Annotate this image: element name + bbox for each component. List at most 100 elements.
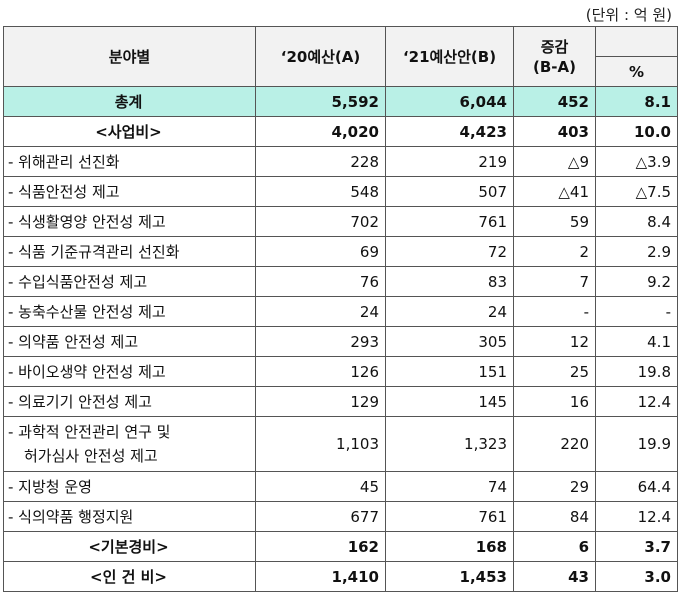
cell-budget-2020: 76 <box>255 266 386 297</box>
cell-budget-2021: 151 <box>385 356 514 387</box>
row-label-line1: - 과학적 안전관리 연구 및 <box>8 423 171 441</box>
header-budget-2020: ‘20예산(A) <box>255 26 386 87</box>
header-change-bottom: (B-A) <box>533 57 576 76</box>
cell-change: 84 <box>513 501 596 532</box>
cell-change: 59 <box>513 206 596 237</box>
cell-percent: 19.9 <box>595 416 678 472</box>
cell-budget-2021: 507 <box>385 176 514 207</box>
table-row: - 의약품 안전성 제고 293 305 12 4.1 <box>3 326 678 357</box>
cell-budget-2020: 677 <box>255 501 386 532</box>
row-label: <기본경비> <box>3 531 256 562</box>
row-label: - 농축수산물 안전성 제고 <box>3 296 256 327</box>
table-row: - 과학적 안전관리 연구 및 허가심사 안전성 제고 1,103 1,323 … <box>3 416 678 472</box>
cell-budget-2021: 4,423 <box>385 116 514 147</box>
cell-budget-2021: 1,323 <box>385 416 514 472</box>
cell-change: 16 <box>513 386 596 417</box>
row-label: 총계 <box>3 86 256 117</box>
cell-budget-2020: 129 <box>255 386 386 417</box>
table-row: 총계 5,592 6,044 452 8.1 <box>3 86 678 117</box>
cell-percent: 19.8 <box>595 356 678 387</box>
table-row: - 위해관리 선진화 228 219 △9 △3.9 <box>3 146 678 177</box>
cell-budget-2020: 702 <box>255 206 386 237</box>
cell-budget-2021: 305 <box>385 326 514 357</box>
cell-change: 25 <box>513 356 596 387</box>
table-row: - 식품안전성 제고 548 507 △41 △7.5 <box>3 176 678 207</box>
row-label: - 식품안전성 제고 <box>3 176 256 207</box>
table-row: <사업비> 4,020 4,423 403 10.0 <box>3 116 678 147</box>
header-budget-2021: ‘21예산안(B) <box>385 26 514 87</box>
row-label: <인 건 비> <box>3 561 256 592</box>
cell-budget-2021: 761 <box>385 206 514 237</box>
cell-budget-2020: 162 <box>255 531 386 562</box>
cell-budget-2021: 761 <box>385 501 514 532</box>
row-label: - 바이오생약 안전성 제고 <box>3 356 256 387</box>
cell-budget-2021: 1,453 <box>385 561 514 592</box>
row-label: - 지방청 운영 <box>3 471 256 502</box>
cell-budget-2021: 6,044 <box>385 86 514 117</box>
cell-budget-2020: 4,020 <box>255 116 386 147</box>
cell-percent: 8.1 <box>595 86 678 117</box>
row-label: - 과학적 안전관리 연구 및 허가심사 안전성 제고 <box>3 416 256 472</box>
table-row: - 농축수산물 안전성 제고 24 24 - - <box>3 296 678 327</box>
cell-budget-2020: 293 <box>255 326 386 357</box>
cell-percent: △7.5 <box>595 176 678 207</box>
cell-budget-2021: 74 <box>385 471 514 502</box>
cell-budget-2021: 83 <box>385 266 514 297</box>
table-row: - 식생활영양 안전성 제고 702 761 59 8.4 <box>3 206 678 237</box>
cell-percent: 3.7 <box>595 531 678 562</box>
header-change: 증감 (B-A) <box>513 26 596 87</box>
cell-change: 7 <box>513 266 596 297</box>
cell-budget-2020: 1,103 <box>255 416 386 472</box>
cell-change: 2 <box>513 236 596 267</box>
cell-percent: 3.0 <box>595 561 678 592</box>
row-label: <사업비> <box>3 116 256 147</box>
cell-budget-2021: 72 <box>385 236 514 267</box>
cell-percent: 4.1 <box>595 326 678 357</box>
table-row: - 의료기기 안전성 제고 129 145 16 12.4 <box>3 386 678 417</box>
table-row: - 지방청 운영 45 74 29 64.4 <box>3 471 678 502</box>
cell-change: 452 <box>513 86 596 117</box>
cell-change: 12 <box>513 326 596 357</box>
cell-budget-2020: 24 <box>255 296 386 327</box>
cell-percent: 8.4 <box>595 206 678 237</box>
cell-budget-2020: 1,410 <box>255 561 386 592</box>
cell-budget-2021: 24 <box>385 296 514 327</box>
unit-label: (단위 : 억 원) <box>585 6 672 24</box>
header-percent: % <box>595 56 678 87</box>
cell-change: 43 <box>513 561 596 592</box>
cell-change: 220 <box>513 416 596 472</box>
row-label: - 수입식품안전성 제고 <box>3 266 256 297</box>
cell-budget-2020: 5,592 <box>255 86 386 117</box>
table-row: - 수입식품안전성 제고 76 83 7 9.2 <box>3 266 678 297</box>
cell-percent: 12.4 <box>595 386 678 417</box>
cell-budget-2020: 548 <box>255 176 386 207</box>
cell-percent: △3.9 <box>595 146 678 177</box>
row-label: - 식의약품 행정지원 <box>3 501 256 532</box>
cell-percent: 64.4 <box>595 471 678 502</box>
cell-percent: 9.2 <box>595 266 678 297</box>
cell-budget-2020: 126 <box>255 356 386 387</box>
cell-change: △41 <box>513 176 596 207</box>
row-label: - 의약품 안전성 제고 <box>3 326 256 357</box>
cell-change: 29 <box>513 471 596 502</box>
row-label-line2: 허가심사 안전성 제고 <box>24 447 158 465</box>
row-label: - 위해관리 선진화 <box>3 146 256 177</box>
cell-percent: 10.0 <box>595 116 678 147</box>
cell-budget-2021: 219 <box>385 146 514 177</box>
header-change-top: 증감 <box>540 37 569 56</box>
table-row: <기본경비> 162 168 6 3.7 <box>3 531 678 562</box>
cell-percent: - <box>595 296 678 327</box>
row-label: - 식품 기준규격관리 선진화 <box>3 236 256 267</box>
cell-budget-2021: 168 <box>385 531 514 562</box>
cell-change: △9 <box>513 146 596 177</box>
cell-change: 6 <box>513 531 596 562</box>
row-label: - 의료기기 안전성 제고 <box>3 386 256 417</box>
cell-change: - <box>513 296 596 327</box>
table-row: <인 건 비> 1,410 1,453 43 3.0 <box>3 561 678 592</box>
cell-percent: 12.4 <box>595 501 678 532</box>
header-blank <box>595 26 678 57</box>
cell-percent: 2.9 <box>595 236 678 267</box>
budget-table: 분야별 ‘20예산(A) ‘21예산안(B) 증감 (B-A) % 총계 5,5… <box>3 26 678 592</box>
cell-budget-2020: 228 <box>255 146 386 177</box>
cell-budget-2021: 145 <box>385 386 514 417</box>
